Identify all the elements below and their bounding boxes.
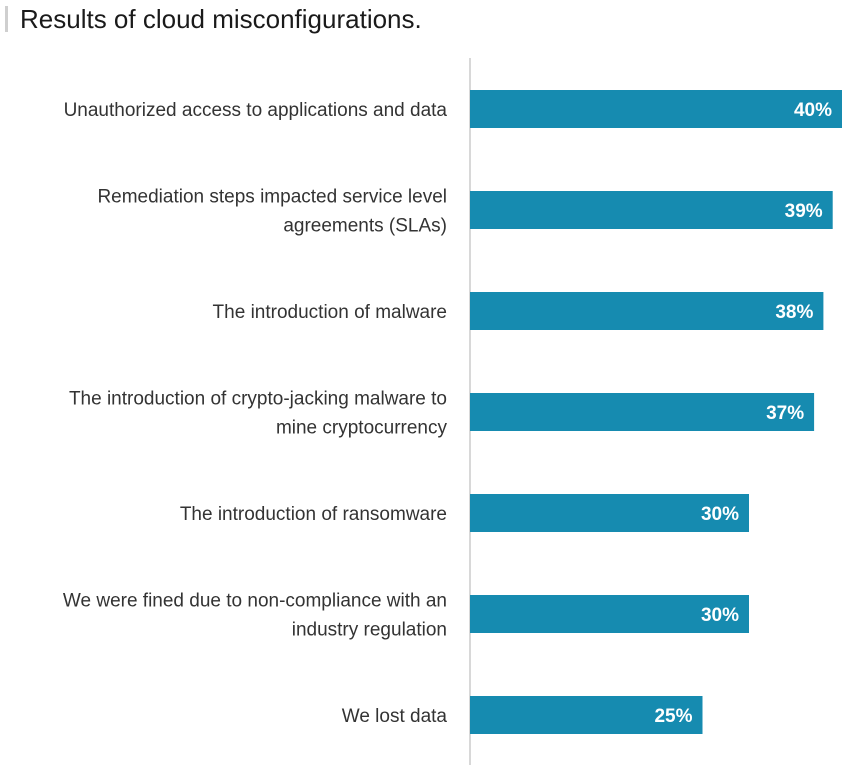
bar-5 [470,595,749,633]
category-label-3-line-1: mine cryptocurrency [276,418,448,439]
bar-6 [470,696,703,734]
chart-title: Results of cloud misconfigurations. [20,4,422,34]
category-label-2: The introduction of malware [213,302,447,323]
value-label-6: 25% [654,706,692,727]
category-label-5-line-0: We were fined due to non-compliance with… [63,591,447,612]
category-label-2-line-0: The introduction of malware [213,302,447,323]
bar-3 [470,393,815,431]
category-label-1-line-0: Remediation steps impacted service level [97,187,447,208]
category-label-1-line-1: agreements (SLAs) [283,216,447,237]
category-label-5-line-1: industry regulation [292,620,447,641]
bar-4 [470,494,749,532]
bar-2 [470,292,824,330]
bar-1 [470,191,833,229]
value-label-1: 39% [785,201,823,222]
category-label-4: The introduction of ransomware [180,504,447,525]
title-accent-bar [5,6,8,32]
category-label-1: Remediation steps impacted service level… [97,187,447,237]
category-label-3-line-0: The introduction of crypto-jacking malwa… [69,389,447,410]
value-label-3: 37% [766,403,804,424]
category-label-0-line-0: Unauthorized access to applications and … [64,100,448,121]
category-label-5: We were fined due to non-compliance with… [63,591,447,641]
category-label-4-line-0: The introduction of ransomware [180,504,447,525]
category-label-6-line-0: We lost data [342,706,448,727]
value-label-0: 40% [794,100,832,121]
category-label-6: We lost data [342,706,448,727]
category-label-3: The introduction of crypto-jacking malwa… [69,389,448,439]
value-label-4: 30% [701,504,739,525]
bar-0 [470,90,842,128]
category-label-0: Unauthorized access to applications and … [64,100,448,121]
value-label-2: 38% [775,302,813,323]
value-label-5: 30% [701,605,739,626]
